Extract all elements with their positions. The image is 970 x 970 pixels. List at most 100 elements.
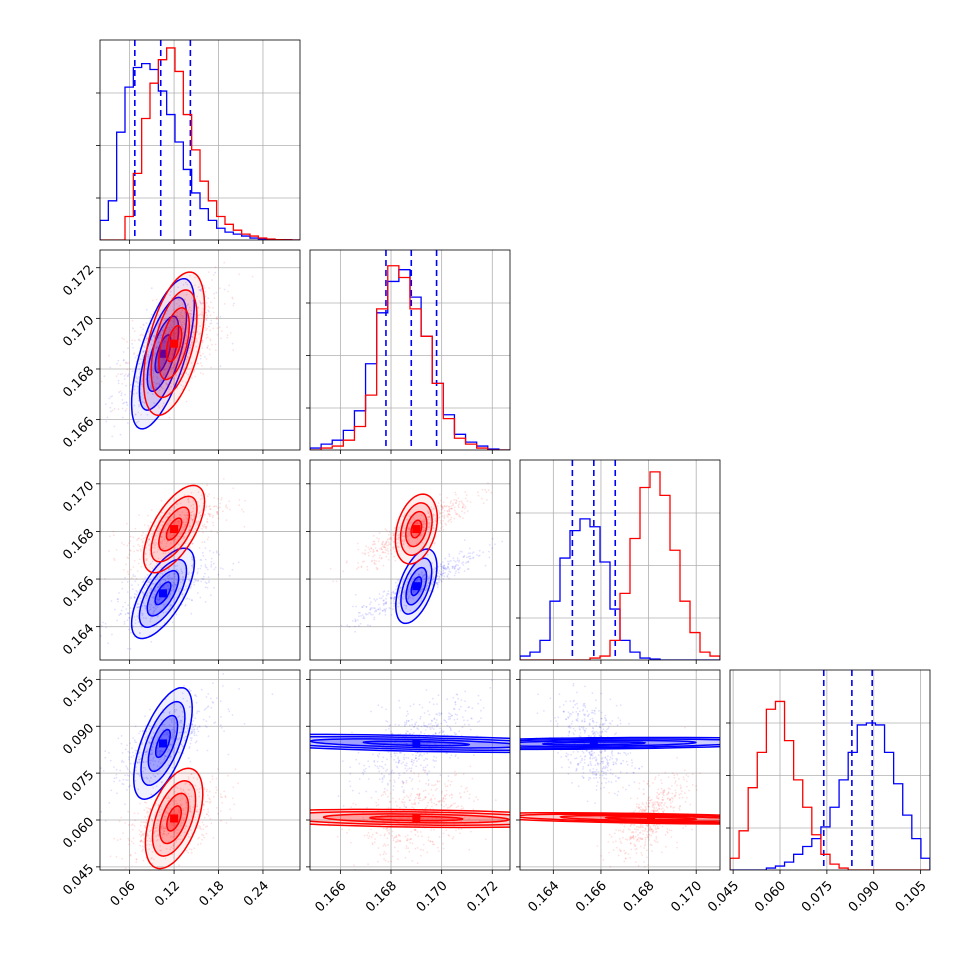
sample-point <box>201 541 204 544</box>
sample-point <box>402 543 405 545</box>
sample-point <box>455 773 458 776</box>
sample-point <box>382 564 385 567</box>
sample-point <box>163 357 166 359</box>
sample-point <box>402 761 405 764</box>
sample-point <box>427 516 430 518</box>
sample-point <box>191 732 193 734</box>
sample-point <box>153 525 156 527</box>
sample-point <box>168 574 171 577</box>
sample-point <box>184 330 187 332</box>
sample-point <box>156 377 159 380</box>
sample-point <box>374 543 377 545</box>
sample-point <box>159 528 162 531</box>
sample-point <box>157 404 160 407</box>
sample-point <box>129 854 132 857</box>
sample-point <box>150 725 152 728</box>
sample-point <box>440 527 442 529</box>
sample-point <box>177 570 180 572</box>
sample-point <box>148 538 151 541</box>
sample-point <box>385 720 388 722</box>
sample-point <box>367 778 370 780</box>
sample-point <box>163 340 166 343</box>
sample-point <box>395 588 397 591</box>
sample-point <box>177 337 180 340</box>
sample-point <box>385 729 387 731</box>
sample-point <box>141 850 144 852</box>
sample-point <box>152 610 155 613</box>
sample-point <box>179 333 182 336</box>
sample-point <box>141 833 144 836</box>
sample-point <box>179 731 182 734</box>
sample-point <box>459 516 462 518</box>
sample-point <box>176 503 178 506</box>
sample-point <box>428 713 431 716</box>
sample-point <box>138 558 141 560</box>
sample-point <box>110 789 113 792</box>
sample-point <box>427 578 429 580</box>
sample-point <box>180 794 183 797</box>
sample-point <box>450 507 453 510</box>
sample-point <box>178 590 181 593</box>
sample-point <box>185 293 188 296</box>
sample-point <box>377 767 380 770</box>
sample-point <box>151 616 153 619</box>
sample-point <box>146 381 149 383</box>
sample-point <box>171 800 174 802</box>
sample-point <box>135 766 137 769</box>
sample-point <box>434 517 437 520</box>
sample-point <box>171 550 173 552</box>
sample-point <box>138 362 141 365</box>
sample-point <box>142 602 145 605</box>
sample-point <box>407 796 410 799</box>
sample-point <box>198 286 200 288</box>
sample-point <box>219 287 221 290</box>
sample-point <box>202 373 205 375</box>
sample-point <box>223 730 226 732</box>
sample-point <box>143 824 146 827</box>
sample-point <box>447 505 450 508</box>
sample-point <box>173 516 176 518</box>
sample-point <box>196 726 199 729</box>
sample-point <box>217 812 219 815</box>
sample-point <box>348 625 351 628</box>
sample-point <box>369 612 372 614</box>
sample-point <box>132 566 135 568</box>
sample-point <box>115 776 118 779</box>
sample-point <box>456 559 459 562</box>
sample-point <box>478 720 481 723</box>
contour-blue <box>310 733 510 754</box>
sample-point <box>199 289 202 292</box>
sample-point <box>372 607 375 609</box>
sample-point <box>413 518 416 521</box>
sample-point <box>464 491 467 493</box>
sample-point <box>452 696 455 699</box>
sample-point <box>204 295 207 298</box>
sample-point <box>362 818 365 821</box>
sample-point <box>220 796 222 798</box>
sample-point <box>125 361 127 364</box>
sample-point <box>168 357 171 359</box>
sample-point <box>115 768 118 771</box>
sample-point <box>132 536 135 539</box>
sample-point <box>403 535 406 538</box>
sample-point <box>411 753 414 756</box>
sample-point <box>450 715 453 717</box>
sample-point <box>180 743 183 746</box>
sample-point <box>440 505 443 508</box>
sample-point <box>197 362 200 365</box>
sample-point <box>183 523 186 526</box>
sample-point <box>396 528 399 531</box>
sample-point <box>201 838 204 841</box>
sample-point <box>199 301 202 304</box>
sample-point <box>148 843 151 846</box>
sample-point <box>439 512 441 515</box>
sample-point <box>371 559 374 562</box>
sample-point <box>177 298 180 300</box>
sample-point <box>179 720 182 722</box>
sample-point <box>149 563 151 566</box>
sample-point <box>160 749 162 752</box>
sample-point <box>177 363 180 365</box>
sample-point <box>453 574 456 577</box>
sample-point <box>153 402 156 404</box>
sample-point <box>171 577 174 579</box>
